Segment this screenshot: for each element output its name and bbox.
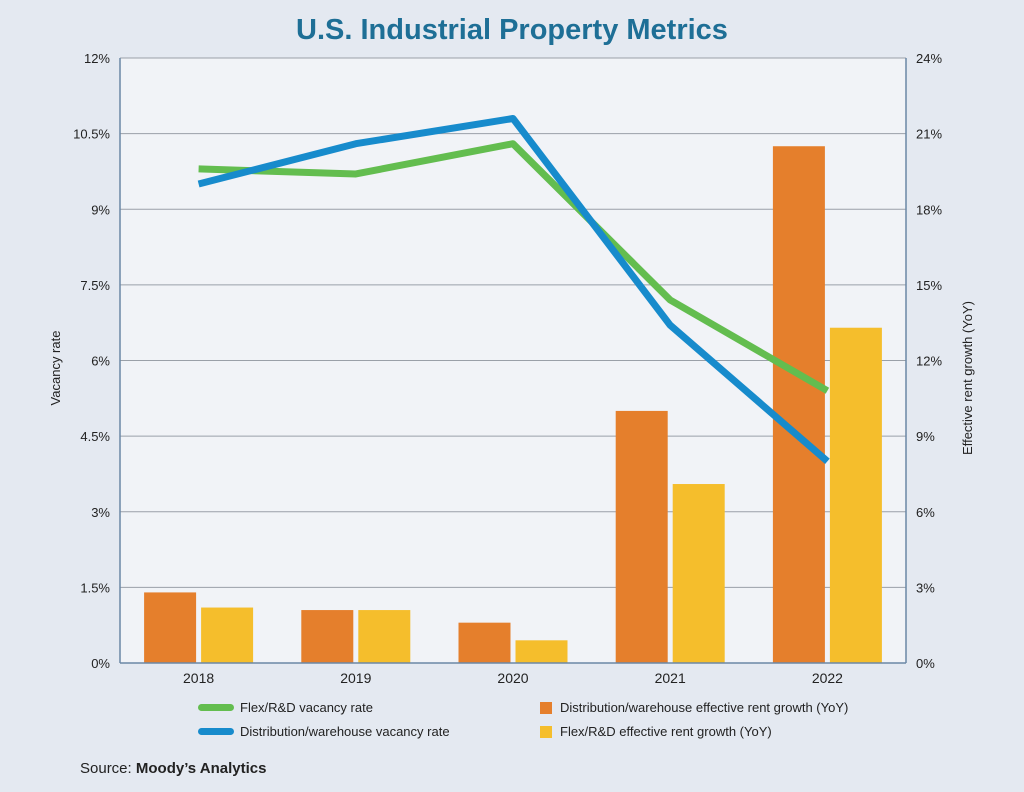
bars: [144, 146, 882, 663]
source-name: Moody’s Analytics: [135, 760, 267, 777]
legend-label-flex-rent: Flex/R&D effective rent growth (YoY): [560, 724, 772, 739]
x-tick-label: 2018: [183, 670, 214, 686]
axes: 0% 0% 1.5% 3% 3% 6% 4.5% 9% 6% 12% 7.5% 15% 9% 18% 10.…: [73, 51, 942, 686]
x-tick-label: 2020: [497, 670, 528, 686]
left-tick-label: 6%: [91, 354, 110, 369]
x-tick-label: 2019: [340, 670, 371, 686]
legend-label-flex-vacancy: Flex/R&D vacancy rate: [240, 700, 373, 715]
left-tick-label: 0%: [91, 656, 110, 671]
legend-item-dist-vacancy: Distribution/warehouse vacancy rate: [198, 724, 450, 739]
left-tick-label: 7.5%: [80, 278, 110, 293]
legend-swatch-flex-rent: [540, 725, 552, 738]
right-tick-label: 18%: [916, 202, 942, 217]
left-tick-label: 4.5%: [80, 429, 110, 444]
source-prefix: Source:: [80, 760, 136, 777]
series-line: [198, 140, 830, 394]
x-tick-label: 2022: [812, 670, 843, 686]
legend-item-flex-vacancy: Flex/R&D vacancy rate: [198, 700, 373, 715]
left-tick-label: 9%: [91, 202, 110, 217]
right-axis-label: Effective rent growth (YoY): [960, 301, 975, 455]
right-tick-label: 3%: [916, 580, 935, 595]
left-tick-label: 1.5%: [80, 580, 110, 595]
right-tick-label: 0%: [916, 656, 935, 671]
left-tick-label: 3%: [91, 505, 110, 520]
right-tick-label: 6%: [916, 505, 935, 520]
bar: [301, 610, 354, 663]
bar: [144, 592, 197, 663]
bar: [615, 410, 668, 663]
bar: [358, 610, 411, 663]
right-tick-label: 9%: [916, 429, 935, 444]
right-tick-label: 15%: [916, 278, 942, 293]
bar: [772, 146, 825, 663]
source-note: Source: Moody’s Analytics: [80, 760, 266, 777]
right-tick-label: 24%: [916, 51, 942, 66]
x-tick-label: 2021: [655, 670, 686, 686]
bar: [829, 327, 882, 663]
bar: [458, 622, 511, 663]
left-tick-label: 10.5%: [73, 127, 110, 142]
bar: [515, 640, 568, 663]
legend-swatch-dist-vacancy: [198, 728, 234, 735]
legend-swatch-flex-vacancy: [198, 704, 234, 711]
lines: [197, 115, 830, 464]
chart-title: U.S. Industrial Property Metrics: [296, 14, 728, 46]
legend-label-dist-rent: Distribution/warehouse effective rent gr…: [560, 700, 849, 715]
legend-swatch-dist-rent: [540, 701, 552, 714]
left-tick-label: 12%: [84, 51, 110, 66]
legend-item-dist-rent: Distribution/warehouse effective rent gr…: [540, 700, 848, 715]
legend-item-flex-rent: Flex/R&D effective rent growth (YoY): [540, 724, 772, 739]
right-tick-label: 21%: [916, 127, 942, 142]
legend-label-dist-vacancy: Distribution/warehouse vacancy rate: [240, 724, 450, 739]
left-axis-label: Vacancy rate: [48, 331, 63, 406]
bar: [201, 607, 254, 663]
series-line: [197, 115, 830, 464]
bar: [672, 484, 725, 663]
right-tick-label: 12%: [916, 354, 942, 369]
